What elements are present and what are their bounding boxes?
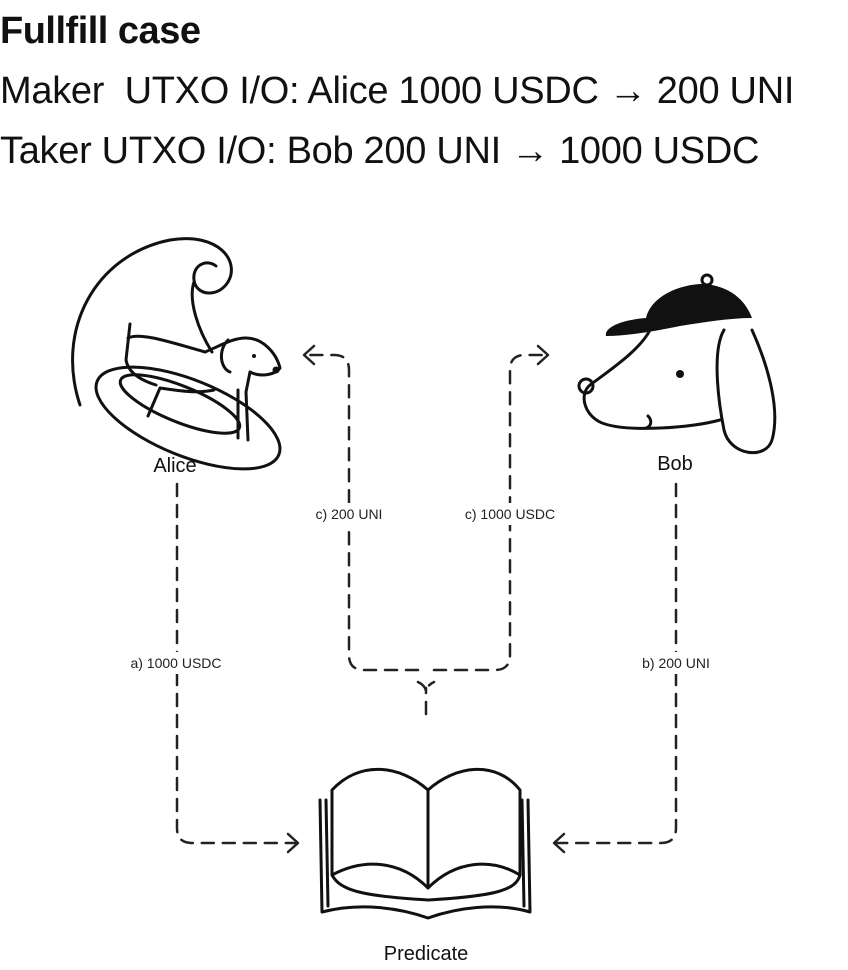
- edge-label-c2: c) 1000 USDC: [465, 506, 555, 522]
- taker-utxo-line: Taker UTXO I/O: Bob 200 UNI → 1000 USDC: [0, 130, 760, 172]
- open-book-icon: [318, 767, 532, 920]
- edge-c2-arrowhead: [536, 344, 550, 366]
- edge-label-a: a) 1000 USDC: [130, 655, 221, 671]
- edge-b-arrowhead: [552, 832, 566, 854]
- edge-a-path: [175, 482, 298, 845]
- diagram-title: Fullfill case: [0, 10, 201, 52]
- edge-b-path: [554, 482, 678, 845]
- edge-label-b: b) 200 UNI: [642, 655, 710, 671]
- edge-label-c1: c) 200 UNI: [316, 506, 383, 522]
- dog-with-cap-icon: [577, 273, 777, 455]
- dog-on-surfboard-icon: [71, 237, 282, 471]
- node-label-bob: Bob: [657, 453, 693, 475]
- edge-c1-arrowhead: [302, 344, 316, 366]
- node-label-predicate: Predicate: [384, 943, 469, 965]
- edge-c2-path: [432, 353, 548, 672]
- edge-a-arrowhead: [286, 832, 300, 854]
- edge-c-stem: [416, 680, 436, 716]
- maker-utxo-line: Maker UTXO I/O: Alice 1000 USDC → 200 UN…: [0, 70, 795, 112]
- node-label-alice: Alice: [153, 455, 196, 477]
